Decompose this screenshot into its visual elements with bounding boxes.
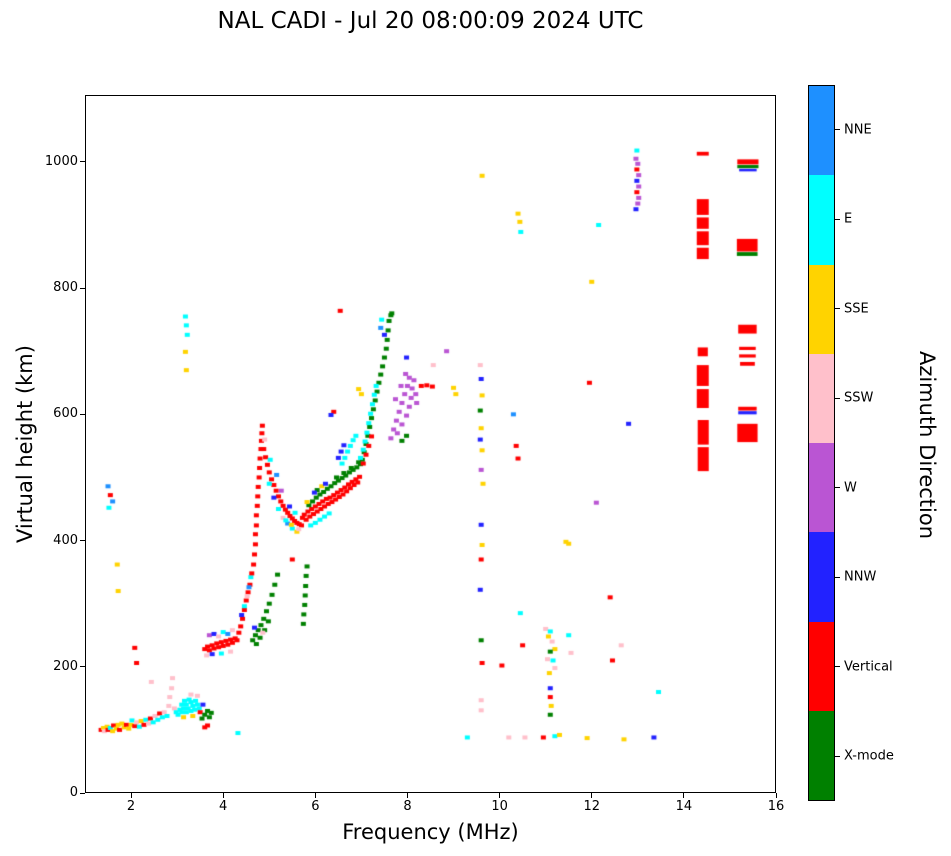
colorbar-label-sse: SSE — [844, 301, 869, 317]
x-tick-mark — [775, 793, 777, 798]
scatter-canvas — [85, 95, 776, 793]
x-tick-label: 4 — [219, 799, 228, 814]
colorbar-tick — [835, 666, 840, 668]
colorbar-label-nne: NNE — [844, 122, 872, 138]
y-tick-label: 400 — [53, 532, 78, 548]
y-tick-label: 1000 — [44, 153, 78, 169]
colorbar-tick — [835, 129, 840, 131]
y-tick-mark — [80, 540, 85, 542]
x-tick-label: 12 — [583, 799, 600, 814]
colorbar-tick — [835, 576, 840, 578]
colorbar-tick — [835, 397, 840, 399]
x-tick-label: 2 — [126, 799, 136, 814]
x-axis-label: Frequency (MHz) — [342, 820, 519, 844]
y-tick-mark — [80, 413, 85, 415]
x-tick-label: 14 — [675, 799, 693, 814]
colorbar-tick — [835, 218, 840, 220]
x-tick-mark — [406, 793, 408, 798]
y-tick-mark — [80, 792, 85, 794]
colorbar-label-e: E — [844, 211, 853, 227]
chart-title: NAL CADI - Jul 20 08:00:09 2024 UTC — [217, 8, 644, 34]
colorbar — [808, 85, 835, 801]
colorbar-label-nnw: NNW — [844, 569, 877, 585]
y-tick-label: 800 — [53, 280, 78, 296]
y-tick-mark — [80, 287, 85, 289]
x-tick-label: 6 — [311, 799, 320, 814]
colorbar-label-w: W — [844, 480, 857, 496]
colorbar-segment-nnw — [809, 532, 834, 622]
colorbar-label-x-mode: X-mode — [844, 748, 894, 764]
colorbar-segment-ssw — [809, 353, 834, 443]
colorbar-segment-sse — [809, 264, 834, 354]
colorbar-segment-w — [809, 443, 834, 533]
colorbar-title: Azimuth Direction — [915, 350, 939, 540]
y-tick-label: 600 — [53, 406, 78, 422]
x-tick-mark — [314, 793, 316, 798]
colorbar-label-vertical: Vertical — [844, 659, 893, 675]
colorbar-segment-e — [809, 175, 834, 265]
colorbar-segment-vertical — [809, 621, 834, 711]
x-tick-label: 8 — [403, 799, 412, 814]
colorbar-label-ssw: SSW — [844, 390, 874, 406]
colorbar-segment-nne — [809, 86, 834, 176]
colorbar-tick — [835, 755, 840, 757]
x-tick-mark — [130, 793, 132, 798]
y-tick-label: 200 — [53, 658, 78, 674]
x-tick-label: 10 — [491, 799, 508, 814]
x-tick-mark — [499, 793, 501, 798]
x-tick-label: 16 — [767, 799, 785, 814]
x-tick-mark — [683, 793, 685, 798]
colorbar-tick — [835, 487, 840, 489]
colorbar-segment-x-mode — [809, 710, 834, 800]
colorbar-tick — [835, 308, 840, 310]
y-axis-label: Virtual height (km) — [13, 345, 37, 543]
x-tick-mark — [591, 793, 593, 798]
y-tick-mark — [80, 161, 85, 163]
x-tick-mark — [222, 793, 224, 798]
y-tick-label: 0 — [69, 785, 78, 800]
y-tick-mark — [80, 666, 85, 668]
